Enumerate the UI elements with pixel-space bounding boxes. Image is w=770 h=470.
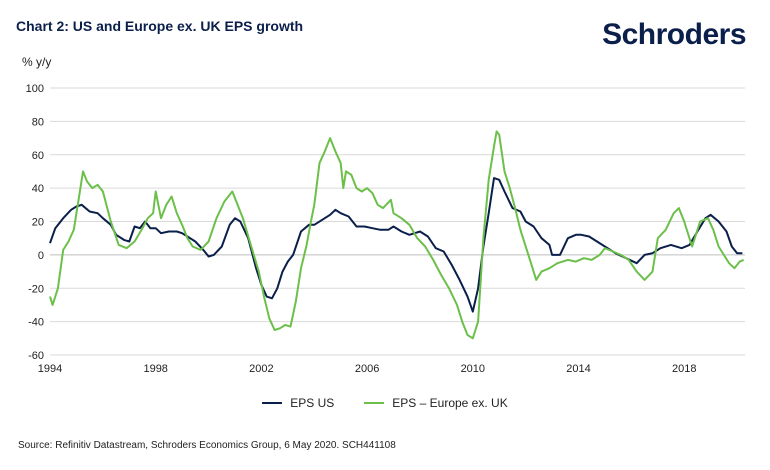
series-layer [49,130,745,340]
grid-layer [50,87,745,356]
legend-label-europe: EPS – Europe ex. UK [392,396,508,410]
legend-label-us: EPS US [290,396,335,410]
series-line-eps-europe [49,130,745,340]
legend: EPS US EPS – Europe ex. UK [0,396,770,410]
x-tick-label: 2002 [249,363,273,375]
x-tick-label: 2010 [461,363,485,375]
x-tick-label: 1994 [38,363,62,375]
y-tick-label: 60 [32,150,44,162]
y-tick-label: -20 [28,283,44,295]
y-tick-label: 40 [32,183,44,195]
x-tick-label: 2014 [566,363,590,375]
schroders-logo: Schroders [602,18,746,51]
series-line-eps-us [49,177,743,313]
x-tick-label: 1998 [143,363,167,375]
x-tick-labels: 1994 1998 2002 2006 2010 2014 2018 [38,363,697,375]
x-tick-label: 2018 [672,363,696,375]
source-note: Source: Refinitiv Datastream, Schroders … [18,440,396,451]
legend-item-us: EPS US [262,396,334,410]
y-tick-labels: 100 80 60 40 20 0 -20 -40 -60 [26,83,44,362]
y-tick-label: -60 [28,350,44,362]
y-axis-label: % y/y [22,55,52,69]
legend-swatch-europe [364,402,385,404]
y-tick-label: 0 [38,250,44,262]
y-tick-label: 100 [26,83,44,95]
chart-title: Chart 2: US and Europe ex. UK EPS growth [16,18,304,34]
y-tick-label: 20 [32,217,44,229]
y-tick-label: -40 [28,317,44,329]
y-tick-label: 80 [32,116,44,128]
x-tick-label: 2006 [355,363,379,375]
legend-swatch-us [262,402,283,404]
legend-item-europe: EPS – Europe ex. UK [364,396,508,410]
